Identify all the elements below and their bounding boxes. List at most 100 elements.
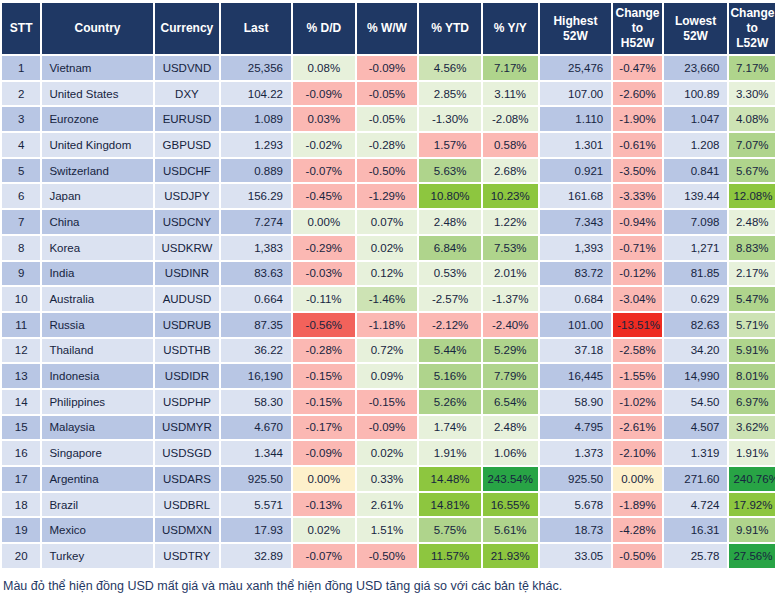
cell-change-to-l52w: 3.30% [728, 81, 776, 107]
cell-last: 0.664 [220, 286, 292, 312]
cell-last: 16,190 [220, 363, 292, 389]
cell-ytd: 10.80% [418, 183, 482, 209]
cell-country: United Kingdom [41, 132, 153, 158]
cell-ww: 2.61% [356, 492, 419, 518]
cell-last: 1.089 [220, 106, 292, 132]
cell-dd: -0.09% [292, 81, 356, 107]
table-body: 1VietnamUSDVND25,3560.08%-0.09%4.56%7.17… [1, 55, 776, 569]
cell-highest-52w: 161.68 [539, 183, 613, 209]
cell-stt: 7 [1, 209, 41, 235]
cell-yy: 7.17% [482, 55, 539, 81]
header-col-ytd: % YTD [418, 2, 482, 55]
header-row: STTCountryCurrencyLast% D/D% W/W% YTD% Y… [1, 2, 776, 55]
cell-lowest-52w: 271.60 [663, 466, 729, 492]
cell-change-to-h52w: -2.58% [612, 338, 663, 364]
table-row: 19MexicoUSDMXN17.930.02%1.51%5.75%5.61%1… [1, 517, 776, 543]
cell-dd: 0.08% [292, 55, 356, 81]
cell-stt: 10 [1, 286, 41, 312]
cell-last: 104.22 [220, 81, 292, 107]
cell-ww: 0.72% [356, 338, 419, 364]
table-header: STTCountryCurrencyLast% D/D% W/W% YTD% Y… [1, 2, 776, 55]
cell-dd: -0.29% [292, 235, 356, 261]
cell-ww: 1.51% [356, 517, 419, 543]
cell-last: 83.63 [220, 261, 292, 287]
cell-yy: 6.54% [482, 389, 539, 415]
cell-change-to-h52w: -0.50% [612, 543, 663, 569]
cell-dd: -0.17% [292, 415, 356, 441]
cell-last: 32.89 [220, 543, 292, 569]
cell-currency: AUDUSD [154, 286, 221, 312]
cell-stt: 4 [1, 132, 41, 158]
cell-ytd: 4.56% [418, 55, 482, 81]
cell-ww: 0.02% [356, 235, 419, 261]
cell-currency: USDCNY [154, 209, 221, 235]
cell-country: Brazil [41, 492, 153, 518]
cell-dd: -0.03% [292, 261, 356, 287]
cell-lowest-52w: 25.78 [663, 543, 729, 569]
cell-currency: USDINR [154, 261, 221, 287]
cell-country: Philippines [41, 389, 153, 415]
header-col-change-to-l52w: Change to L52W [728, 2, 776, 55]
table-row: 12ThailandUSDTHB36.22-0.28%0.72%5.44%5.2… [1, 338, 776, 364]
cell-country: Malaysia [41, 415, 153, 441]
cell-lowest-52w: 1.319 [663, 440, 729, 466]
cell-country: Switzerland [41, 158, 153, 184]
cell-yy: -1.37% [482, 286, 539, 312]
cell-dd: -0.13% [292, 492, 356, 518]
cell-change-to-l52w: 5.71% [728, 312, 776, 338]
cell-change-to-h52w: 0.00% [612, 466, 663, 492]
cell-currency: USDPHP [154, 389, 221, 415]
cell-highest-52w: 101.00 [539, 312, 613, 338]
cell-dd: -0.45% [292, 183, 356, 209]
cell-lowest-52w: 0.841 [663, 158, 729, 184]
cell-change-to-h52w: -2.60% [612, 81, 663, 107]
cell-last: 17.93 [220, 517, 292, 543]
cell-change-to-l52w: 5.47% [728, 286, 776, 312]
cell-change-to-l52w: 9.91% [728, 517, 776, 543]
cell-country: Thailand [41, 338, 153, 364]
cell-highest-52w: 37.18 [539, 338, 613, 364]
cell-yy: -2.40% [482, 312, 539, 338]
header-col-change-to-h52w: Change to H52W [612, 2, 663, 55]
footnote: Màu đỏ thể hiện đồng USD mất giá và màu … [0, 570, 777, 593]
cell-stt: 5 [1, 158, 41, 184]
cell-last: 7.274 [220, 209, 292, 235]
cell-highest-52w: 0.921 [539, 158, 613, 184]
cell-stt: 20 [1, 543, 41, 569]
cell-currency: DXY [154, 81, 221, 107]
cell-ww: -1.18% [356, 312, 419, 338]
cell-change-to-h52w: -3.50% [612, 158, 663, 184]
cell-currency: EURUSD [154, 106, 221, 132]
cell-yy: 16.55% [482, 492, 539, 518]
table-row: 15MalaysiaUSDMYR4.670-0.17%-0.09%1.74%2.… [1, 415, 776, 441]
cell-country: Eurozone [41, 106, 153, 132]
cell-change-to-l52w: 2.48% [728, 209, 776, 235]
cell-yy: 2.01% [482, 261, 539, 287]
header-col-yy: % Y/Y [482, 2, 539, 55]
cell-last: 5.571 [220, 492, 292, 518]
fx-rates-table: STTCountryCurrencyLast% D/D% W/W% YTD% Y… [0, 1, 777, 570]
header-col-dd: % D/D [292, 2, 356, 55]
cell-highest-52w: 1.301 [539, 132, 613, 158]
cell-stt: 16 [1, 440, 41, 466]
cell-highest-52w: 1.110 [539, 106, 613, 132]
cell-ww: -0.15% [356, 389, 419, 415]
cell-lowest-52w: 139.44 [663, 183, 729, 209]
cell-currency: USDARS [154, 466, 221, 492]
cell-yy: 3.11% [482, 81, 539, 107]
cell-ytd: -2.57% [418, 286, 482, 312]
cell-currency: USDJPY [154, 183, 221, 209]
cell-lowest-52w: 23,660 [663, 55, 729, 81]
cell-highest-52w: 16,445 [539, 363, 613, 389]
cell-change-to-l52w: 4.08% [728, 106, 776, 132]
cell-highest-52w: 18.73 [539, 517, 613, 543]
cell-last: 25,356 [220, 55, 292, 81]
table-row: 18BrazilUSDBRL5.571-0.13%2.61%14.81%16.5… [1, 492, 776, 518]
cell-lowest-52w: 1,271 [663, 235, 729, 261]
cell-dd: 0.00% [292, 466, 356, 492]
cell-stt: 6 [1, 183, 41, 209]
cell-country: Indonesia [41, 363, 153, 389]
cell-change-to-l52w: 3.62% [728, 415, 776, 441]
cell-ytd: 5.16% [418, 363, 482, 389]
cell-highest-52w: 0.684 [539, 286, 613, 312]
